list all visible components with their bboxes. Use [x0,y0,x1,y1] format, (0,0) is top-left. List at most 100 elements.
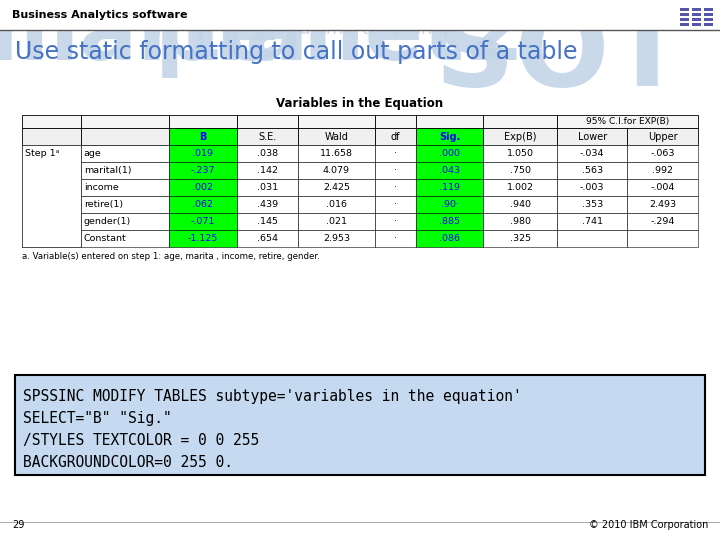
Text: income: income [84,183,119,192]
Text: ·: · [394,217,397,226]
Text: planet2: planet2 [155,0,525,78]
Text: age: age [84,149,102,158]
Bar [692,8,701,11]
Bar [81,196,169,213]
Text: .019: .019 [192,149,213,158]
Bar [298,196,374,213]
Bar [416,230,483,247]
Text: ☂☉♚: ☂☉♚ [598,16,632,29]
Bar [298,162,374,179]
Bar [627,230,698,247]
Text: Use static formatting to call out parts of a table: Use static formatting to call out parts … [15,40,577,64]
Bar [627,128,698,145]
Bar [416,179,483,196]
Text: Upper: Upper [648,132,678,141]
Text: smarter: smarter [0,0,322,78]
Text: -.034: -.034 [580,149,605,158]
Bar [557,179,627,196]
Text: Wald: Wald [325,132,348,141]
Text: SOT: SOT [435,2,685,109]
Bar [374,196,416,213]
Bar [22,128,81,145]
Bar [22,213,81,230]
Bar [22,230,81,247]
Text: -.237: -.237 [191,166,215,175]
Bar [169,128,237,145]
Bar [704,13,713,16]
Bar [22,162,81,179]
Text: Lower: Lower [577,132,607,141]
Text: .043: .043 [439,166,460,175]
Bar [298,179,374,196]
Bar [483,196,557,213]
Bar [374,115,416,128]
Bar [15,375,705,475]
Bar [627,196,698,213]
Bar [704,8,713,11]
Bar [483,162,557,179]
Bar [374,213,416,230]
Bar [416,162,483,179]
Bar [169,213,237,230]
Text: 29: 29 [12,520,24,530]
Bar [483,145,557,162]
Text: .439: .439 [257,200,278,209]
Text: Exp(B): Exp(B) [504,132,536,141]
Text: Step 1ᵃ: Step 1ᵃ [25,149,59,158]
Bar [298,145,374,162]
Text: .90·: .90· [441,200,459,209]
Text: df: df [390,132,400,141]
Bar [483,179,557,196]
Bar [374,162,416,179]
Text: gender(1): gender(1) [84,217,131,226]
Bar [627,179,698,196]
Bar [627,162,698,179]
Text: .016: .016 [326,200,347,209]
Bar [680,18,689,21]
Bar [557,145,627,162]
Bar [169,115,237,128]
Bar [169,162,237,179]
Bar [692,18,701,21]
Bar [22,145,81,162]
Bar [416,128,483,145]
Text: 11.658: 11.658 [320,149,353,158]
Bar [169,230,237,247]
Bar [298,213,374,230]
Bar [169,196,237,213]
Text: 2.425: 2.425 [323,183,350,192]
Text: .750: .750 [510,166,531,175]
Text: .885: .885 [439,217,460,226]
Text: .142: .142 [257,166,278,175]
Text: /STYLES TEXTCOLOR = 0 0 255: /STYLES TEXTCOLOR = 0 0 255 [23,433,259,448]
Bar [81,145,169,162]
Bar [483,115,557,128]
Bar [557,230,627,247]
Text: ·: · [394,149,397,158]
Text: .086: .086 [439,234,460,243]
Text: ·: · [394,166,397,175]
Text: B: B [199,132,207,141]
Bar [483,230,557,247]
Text: ·: · [394,183,397,192]
Bar [237,179,298,196]
Bar [557,213,627,230]
Bar [237,196,298,213]
Bar [692,23,701,26]
Text: .741: .741 [582,217,603,226]
Bar [374,145,416,162]
Bar [416,115,483,128]
Bar [557,128,627,145]
Bar [692,13,701,16]
Bar [22,145,81,247]
Text: SPSSINC MODIFY TABLES subtype='variables in the equation': SPSSINC MODIFY TABLES subtype='variables… [23,389,522,404]
Bar [680,8,689,11]
Text: -.071: -.071 [191,217,215,226]
Bar [22,196,81,213]
Bar [81,128,169,145]
Text: .992: .992 [652,166,673,175]
Text: .002: .002 [192,183,213,192]
Bar [557,162,627,179]
Text: -.004: -.004 [651,183,675,192]
Bar [704,18,713,21]
